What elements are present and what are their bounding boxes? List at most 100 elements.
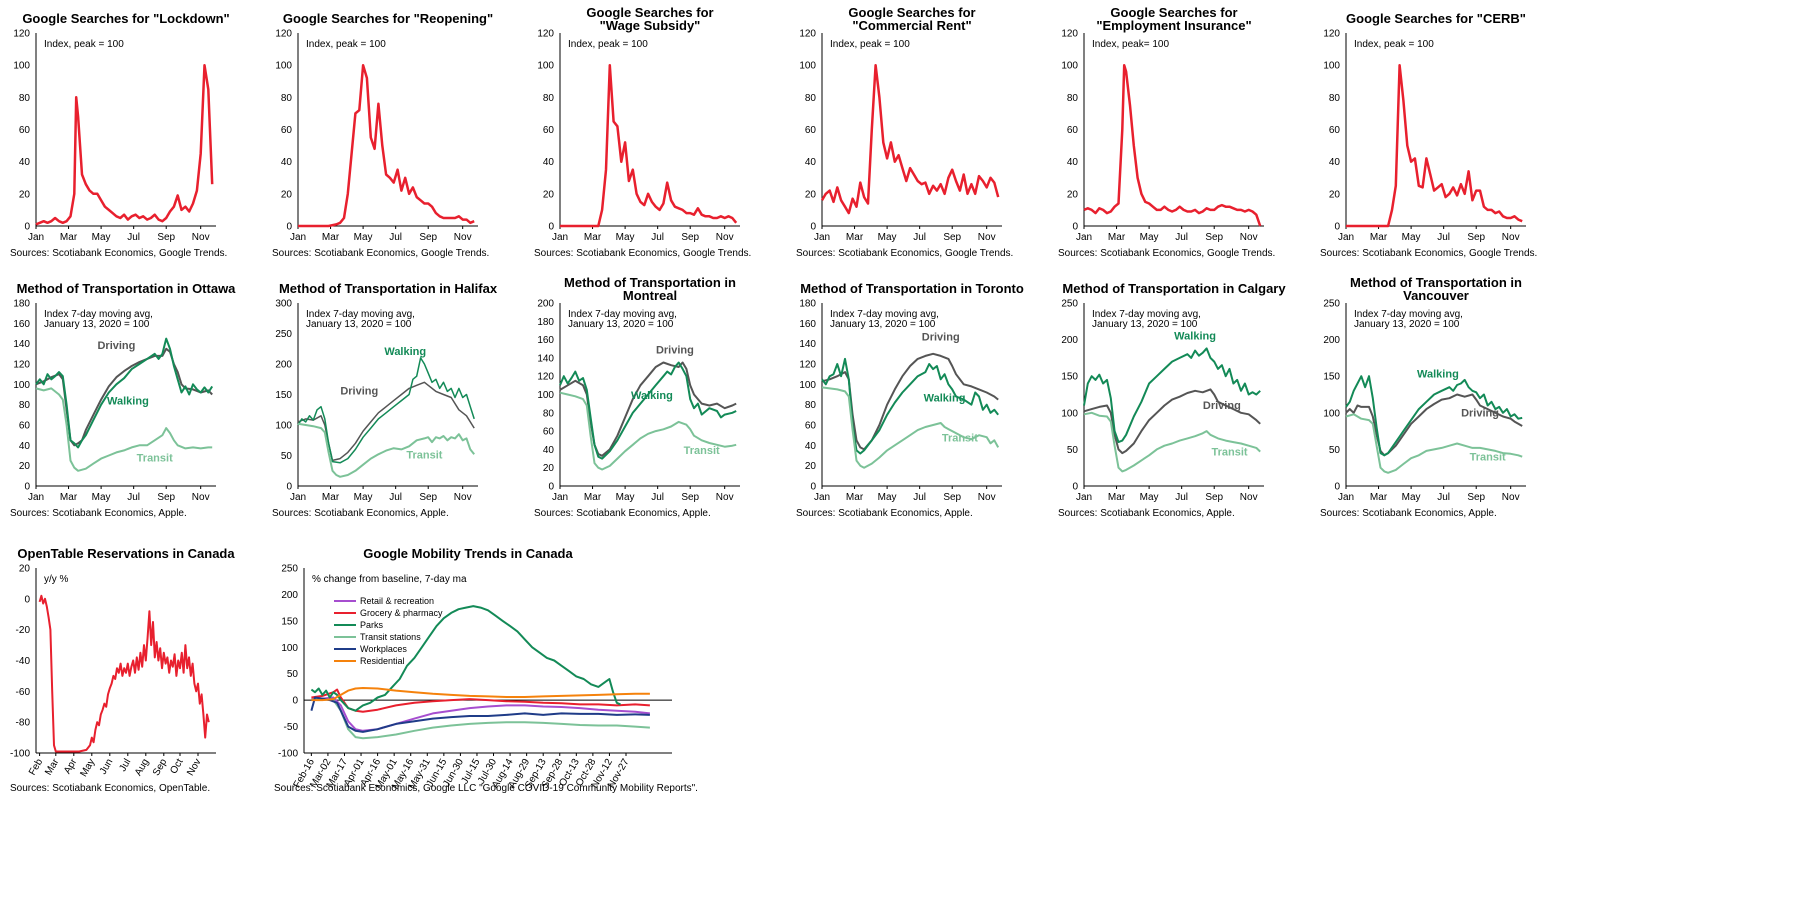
- x-tick-label: Jul: [389, 492, 402, 503]
- x-tick-label: Jan: [552, 232, 568, 243]
- chart-source: Sources: Scotiabank Economics, Apple.: [1320, 508, 1497, 519]
- x-tick-label: Jul: [127, 492, 140, 503]
- chart-svg: Google Searches for"Commercial Rent" 0 20 4…: [796, 5, 1013, 259]
- y-tick-label: 80: [1067, 93, 1079, 104]
- y-tick-label: 150: [1323, 372, 1340, 383]
- x-tick-label: Mar: [846, 492, 864, 503]
- series-line-driving: [1083, 388, 1261, 455]
- chart-title: "Wage Subsidy": [600, 18, 701, 33]
- x-tick-label: Sep: [419, 232, 437, 243]
- legend-label: Residential: [360, 656, 405, 666]
- y-tick-label: 120: [13, 360, 30, 371]
- x-tick-label: Nov: [192, 492, 210, 503]
- chart-svg: Google Searches for "Reopening" 0 20 40 60 80…: [272, 11, 493, 259]
- chart-note: Index 7-day moving avg,: [568, 309, 677, 320]
- y-tick-label: 100: [1323, 61, 1340, 72]
- y-tick-label: 40: [1067, 157, 1079, 168]
- y-tick-label: 0: [1334, 482, 1340, 493]
- y-tick-label: 180: [537, 317, 554, 328]
- y-tick-label: 120: [275, 29, 292, 40]
- x-tick-label: May: [92, 492, 111, 503]
- chart-source: Sources: Scotiabank Economics, Apple.: [272, 508, 449, 519]
- chart-title: OpenTable Reservations in Canada: [17, 546, 235, 561]
- chart-title: Vancouver: [1403, 288, 1469, 303]
- y-tick-label: -60: [16, 687, 31, 698]
- x-tick-label: May: [354, 232, 373, 243]
- chart-title: Method of Transportation in: [564, 275, 736, 290]
- series-line-walking: [1083, 347, 1261, 444]
- series-line-transit: [1083, 411, 1261, 473]
- y-tick-label: 80: [543, 408, 555, 419]
- x-tick-label: Nov: [185, 757, 203, 778]
- y-tick-label: 0: [292, 696, 298, 707]
- chart-svg: Google Mobility Trends in Canada -100 -50 0…: [274, 546, 698, 794]
- chart-source: Sources: Scotiabank Economics, Apple.: [1058, 508, 1235, 519]
- x-tick-label: Nov: [454, 232, 472, 243]
- legend-label: Retail & recreation: [360, 596, 434, 606]
- y-tick-label: 100: [537, 61, 554, 72]
- chart-svg: Google Searches for "CERB" 0 20 40 60 80 100 12…: [1320, 11, 1537, 259]
- y-tick-label: 100: [537, 390, 554, 401]
- y-tick-label: 80: [1329, 93, 1341, 104]
- y-tick-label: 80: [19, 400, 31, 411]
- y-tick-label: 40: [543, 445, 555, 456]
- y-tick-label: 80: [805, 93, 817, 104]
- x-tick-label: Nov: [716, 232, 734, 243]
- y-tick-label: 40: [805, 441, 817, 452]
- y-tick-label: 100: [799, 380, 816, 391]
- chart-note: January 13, 2020 = 100: [1354, 319, 1460, 330]
- y-tick-label: 80: [805, 400, 817, 411]
- y-tick-label: -100: [10, 749, 30, 760]
- chart-source: Sources: Scotiabank Economics, Apple.: [796, 508, 973, 519]
- x-tick-label: May: [78, 757, 97, 779]
- x-tick-label: Jan: [1076, 492, 1092, 503]
- x-tick-label: May: [616, 232, 635, 243]
- series-line-main: [1083, 63, 1262, 227]
- series-line-transit: [559, 391, 737, 471]
- y-tick-label: 120: [537, 29, 554, 40]
- chart-title: Google Searches for "Lockdown": [22, 11, 229, 26]
- x-tick-label: Mar: [60, 492, 78, 503]
- chart-note: Index, peak= 100: [1092, 39, 1169, 50]
- y-tick-label: 20: [19, 461, 31, 472]
- chart-note: Index 7-day moving avg,: [830, 309, 939, 320]
- series-line-main: [38, 594, 210, 753]
- y-tick-label: 20: [19, 564, 31, 575]
- y-tick-label: 0: [24, 222, 30, 233]
- y-tick-label: 60: [805, 421, 817, 432]
- x-tick-label: Nov: [454, 492, 472, 503]
- chart-note: Index 7-day moving avg,: [1092, 309, 1201, 320]
- x-tick-label: Mar: [584, 492, 602, 503]
- x-tick-label: Sep: [1467, 232, 1485, 243]
- chart-title: Google Searches for: [586, 5, 713, 20]
- x-tick-label: Jan: [290, 492, 306, 503]
- series-label: Transit: [1470, 451, 1506, 463]
- legend-label: Transit stations: [360, 632, 421, 642]
- chart-note: Index, peak = 100: [568, 39, 648, 50]
- y-tick-label: 180: [799, 299, 816, 310]
- x-tick-label: Mar: [1108, 492, 1126, 503]
- x-tick-label: Jul: [651, 492, 664, 503]
- series-line-main: [820, 63, 1000, 215]
- x-tick-label: Jul: [127, 232, 140, 243]
- series-label: Driving: [656, 344, 694, 356]
- y-tick-label: 50: [1067, 445, 1079, 456]
- y-tick-label: 60: [19, 125, 31, 136]
- chart-google-mobility: Google Mobility Trends in Canada -100 -50 0…: [262, 535, 722, 805]
- chart-title: Method of Transportation in Toronto: [800, 281, 1024, 296]
- y-tick-label: 180: [13, 299, 30, 310]
- y-tick-label: 60: [19, 421, 31, 432]
- series-line-residential: [311, 687, 650, 702]
- x-tick-label: Nov: [978, 492, 996, 503]
- y-tick-label: 150: [1061, 372, 1078, 383]
- x-tick-label: Mar: [846, 232, 864, 243]
- x-tick-label: Jan: [814, 492, 830, 503]
- y-tick-label: 60: [1067, 125, 1079, 136]
- y-tick-label: 150: [281, 616, 298, 627]
- chart-reopening: Google Searches for "Reopening" 0 20 40 60 80…: [262, 0, 524, 270]
- series-label: Driving: [1461, 407, 1499, 419]
- chart-commercial-rent: Google Searches for "Commercial Rent" 0 20 4…: [786, 0, 1048, 270]
- y-tick-label: 80: [543, 93, 555, 104]
- chart-title: Google Searches for "CERB": [1346, 11, 1526, 26]
- y-tick-label: 40: [543, 157, 555, 168]
